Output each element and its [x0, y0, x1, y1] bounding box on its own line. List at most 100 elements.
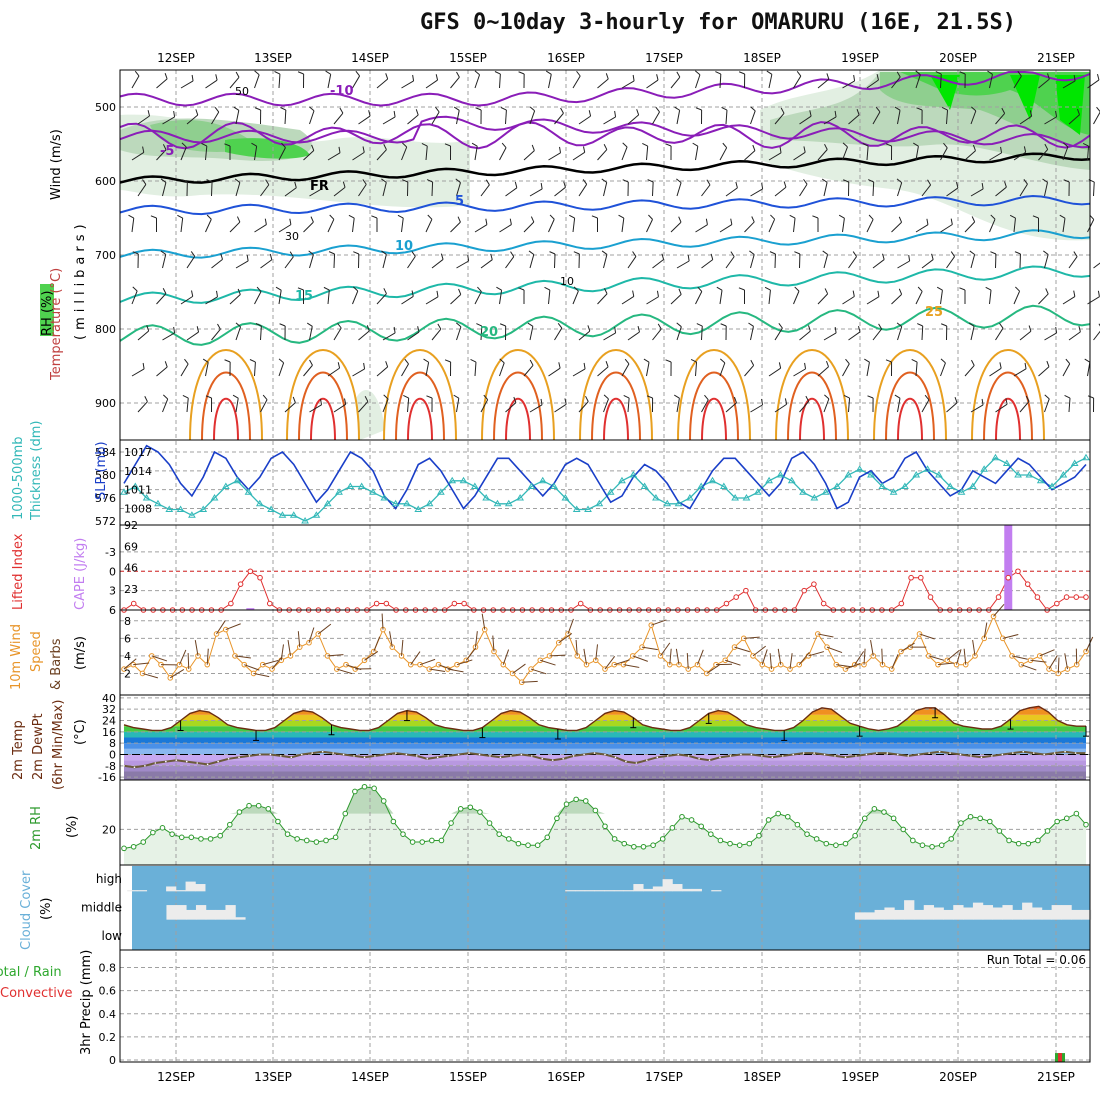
date-label-bottom: 15SEP	[449, 1070, 487, 1084]
wind-barb-flag	[766, 70, 773, 75]
dewpt-dot	[332, 752, 334, 754]
point-marker	[1070, 459, 1079, 466]
wind-barb-flag	[256, 286, 262, 292]
wind-barb-flag	[393, 326, 396, 334]
wind-barb	[480, 399, 489, 413]
wind-barb-flag	[1073, 290, 1076, 297]
cloud-bar	[175, 890, 187, 892]
wind-barb-flag	[281, 142, 286, 148]
point-marker	[266, 600, 273, 607]
wind-barb-flag	[417, 326, 420, 333]
wind-barb-flag	[1014, 251, 1021, 255]
wind-barb	[695, 74, 701, 89]
point-marker	[255, 499, 264, 507]
wind-barb	[946, 110, 949, 125]
point-marker	[246, 802, 252, 809]
axis-label-slp: SLP (mb)	[94, 441, 109, 500]
point-marker	[855, 465, 864, 472]
cloud-bar	[235, 917, 246, 920]
point-marker	[573, 796, 579, 803]
wind-barb	[970, 404, 984, 413]
wind-barb-flag	[1047, 73, 1050, 80]
wind-barb	[180, 146, 187, 161]
wind-barb-flag	[824, 143, 828, 150]
cloud-bar	[584, 890, 595, 892]
point-marker	[719, 482, 728, 489]
point-marker	[652, 494, 660, 501]
panel-frame	[119, 949, 1091, 1063]
wind-barb	[921, 399, 930, 413]
wind-barb	[450, 76, 460, 89]
rh-contour-label: 30	[285, 230, 299, 243]
wind-barb-flag	[128, 214, 135, 219]
wind-barb	[211, 181, 213, 197]
wind-barb-flag	[896, 322, 903, 328]
cloud-level-label: middle	[81, 901, 122, 915]
wind-barb	[548, 219, 555, 233]
dewpt-dot	[959, 753, 962, 756]
dewpt-dot	[635, 762, 638, 764]
cloud-bar	[972, 902, 984, 920]
wind-barb-flag	[784, 398, 788, 405]
wind-barb-10m	[575, 639, 578, 656]
wind-barb	[621, 146, 628, 161]
dewpt-dot	[698, 757, 700, 760]
point-marker	[390, 818, 397, 825]
cloud-bar	[662, 879, 673, 892]
wind-barb-flag	[134, 70, 140, 77]
dewpt-dot	[604, 753, 606, 756]
wind-barb-flag	[676, 71, 681, 78]
axis-label-precip: 3hr Precip (mm)	[79, 950, 94, 1055]
wind-barb-flag	[471, 142, 478, 147]
wind-barb	[131, 75, 140, 89]
wind-barb	[1087, 79, 1100, 89]
wind-barb-flag	[573, 251, 580, 255]
warm-contour	[481, 349, 555, 441]
wind-barb-10m	[675, 648, 680, 665]
cloud-bar	[992, 907, 1003, 920]
wind-barb-flag	[1063, 179, 1070, 183]
wind-barb-10m	[169, 669, 185, 679]
point-marker	[255, 802, 262, 809]
wind-barb	[652, 181, 654, 197]
wind-barb-flag	[142, 146, 145, 153]
wind-barb	[1068, 256, 1078, 269]
temp-contour	[119, 115, 1091, 149]
wind-barb-flag	[761, 182, 764, 190]
wind-barb-flag	[1001, 107, 1006, 114]
wind-barb-flag	[582, 146, 586, 153]
wind-barb-flag	[235, 71, 240, 78]
wind-barb	[842, 296, 855, 305]
wind-barb-flag	[927, 179, 932, 186]
wind-barb	[499, 290, 503, 305]
point-marker	[1073, 810, 1080, 817]
wind-barb-10m	[549, 654, 566, 657]
wind-barb	[621, 218, 625, 233]
date-label-top: 20SEP	[939, 51, 977, 65]
cloud-bar	[633, 884, 644, 892]
point-marker	[1002, 459, 1011, 466]
wind-barb-10m	[900, 642, 915, 652]
wind-barb-flag	[362, 179, 367, 185]
temp-band	[124, 714, 1086, 721]
temp-contour	[119, 152, 1091, 184]
wind-barb-flag	[604, 288, 608, 294]
temp-contour	[119, 304, 1091, 346]
wind-barb	[254, 361, 256, 377]
wind-barb	[548, 367, 561, 377]
wind-barb-flag	[878, 323, 883, 330]
wind-barb-10m	[798, 651, 810, 665]
wind-barb-10m	[512, 663, 526, 674]
wind-barb-10m	[287, 640, 291, 656]
wind-barb-flag	[665, 143, 672, 147]
wind-barb-flag	[191, 290, 194, 297]
wind-barb-flag	[657, 323, 662, 330]
wind-barb-10m	[410, 651, 421, 665]
wind-barb-10m	[1021, 664, 1037, 671]
wind-barb-flag	[764, 286, 771, 291]
wind-barb-flag	[972, 144, 976, 151]
point-marker	[391, 499, 400, 507]
wind-barb-flag	[297, 287, 304, 291]
y-tick: 0.8	[99, 962, 117, 975]
wind-barb-flag	[196, 326, 200, 333]
